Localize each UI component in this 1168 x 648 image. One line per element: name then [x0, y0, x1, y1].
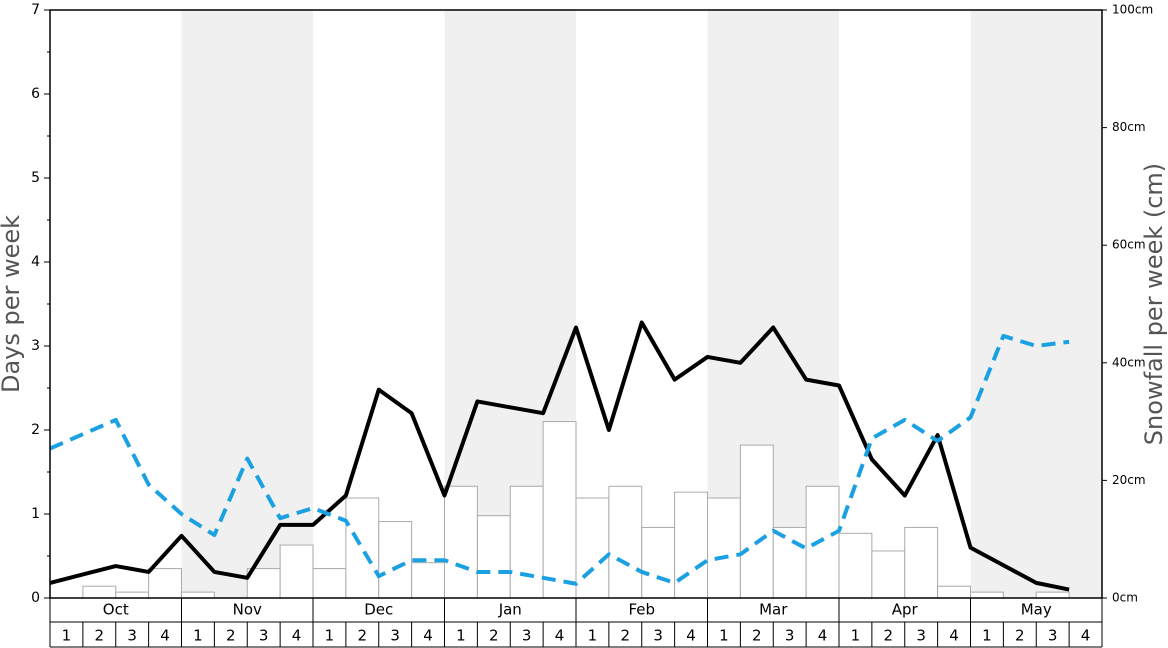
y2-tick-label: 80cm [1112, 120, 1146, 134]
month-label: Mar [759, 601, 788, 619]
x-tick-label: 1 [456, 627, 466, 645]
bar [279, 544, 314, 599]
bar [509, 485, 544, 599]
x-tick-label: 4 [686, 627, 696, 645]
bar [312, 568, 347, 599]
x-tick-label: 2 [1015, 627, 1025, 645]
y2-axis-label: Snowfall per week (cm) [1140, 163, 1168, 445]
line [49, 333, 1070, 586]
x-tick-label: 1 [62, 627, 72, 645]
bar [115, 591, 150, 599]
y-tick-label: 7 [31, 2, 40, 18]
x-tick-label: 4 [292, 627, 302, 645]
bar [772, 526, 807, 599]
x-tick-label: 3 [259, 627, 269, 645]
bar [608, 485, 643, 599]
bar [674, 491, 708, 599]
x-tick-label: 2 [226, 627, 236, 645]
y-tick-label: 3 [31, 338, 40, 354]
y2-tick-label: 20cm [1112, 473, 1146, 487]
bar [904, 526, 939, 599]
x-tick-label: 3 [653, 627, 663, 645]
x-tick-label: 4 [423, 627, 433, 645]
y2-tick-label: 60cm [1112, 238, 1146, 252]
x-tick-label: 2 [358, 627, 368, 645]
bar [542, 421, 577, 599]
bar [476, 515, 511, 599]
bar [411, 562, 445, 599]
bar [641, 526, 676, 599]
x-tick-label: 2 [884, 627, 894, 645]
x-tick-label: 4 [160, 627, 170, 645]
y-tick-label: 1 [31, 506, 40, 522]
y-tick-label: 5 [31, 170, 40, 186]
bar [838, 532, 873, 599]
x-tick-label: 3 [785, 627, 795, 645]
x-tick-label: 3 [390, 627, 400, 645]
x-tick-label: 1 [325, 627, 335, 645]
x-tick-label: 2 [489, 627, 499, 645]
bar [871, 550, 906, 599]
x-tick-label: 4 [555, 627, 565, 645]
x-tick-label: 1 [982, 627, 992, 645]
y2-tick-label: 100cm [1112, 3, 1153, 17]
month-shade [181, 10, 313, 598]
x-tick-label: 2 [621, 627, 631, 645]
month-label: Feb [628, 601, 655, 619]
x-tick-label: 4 [818, 627, 828, 645]
bar [739, 444, 774, 599]
month-label: Dec [364, 601, 393, 619]
x-tick-label: 4 [1081, 627, 1091, 645]
x-tick-label: 1 [719, 627, 729, 645]
bar [148, 568, 182, 599]
x-tick-label: 3 [127, 627, 137, 645]
bar [181, 591, 215, 599]
x-tick-label: 2 [95, 627, 105, 645]
bar [970, 591, 1004, 599]
y-tick-label: 2 [31, 422, 40, 438]
line [49, 320, 1070, 592]
month-label: Oct [103, 601, 129, 619]
x-tick-label: 3 [1048, 627, 1058, 645]
x-tick-label: 3 [522, 627, 532, 645]
y2-tick-label: 40cm [1112, 355, 1146, 369]
bar [1035, 591, 1070, 599]
bar [575, 497, 610, 599]
y-axis-label: Days per week [0, 215, 25, 393]
y-tick-label: 4 [31, 254, 40, 270]
x-tick-label: 2 [752, 627, 762, 645]
month-label: Jan [498, 601, 522, 619]
bar [707, 497, 741, 599]
month-label: Apr [892, 601, 919, 619]
bar [937, 585, 971, 599]
month-label: May [1021, 601, 1052, 619]
y-tick-label: 0 [31, 590, 40, 606]
month-label: Nov [233, 601, 262, 619]
x-tick-label: 3 [916, 627, 926, 645]
bar [444, 485, 478, 599]
y-tick-label: 6 [31, 86, 40, 102]
x-tick-label: 1 [851, 627, 861, 645]
y2-tick-label: 0cm [1112, 591, 1138, 605]
bar [805, 485, 840, 599]
x-tick-label: 4 [949, 627, 959, 645]
x-tick-label: 1 [588, 627, 598, 645]
bar [378, 521, 413, 599]
bar [82, 585, 117, 599]
bar [345, 497, 380, 599]
month-shade [970, 10, 1102, 598]
x-tick-label: 1 [193, 627, 203, 645]
